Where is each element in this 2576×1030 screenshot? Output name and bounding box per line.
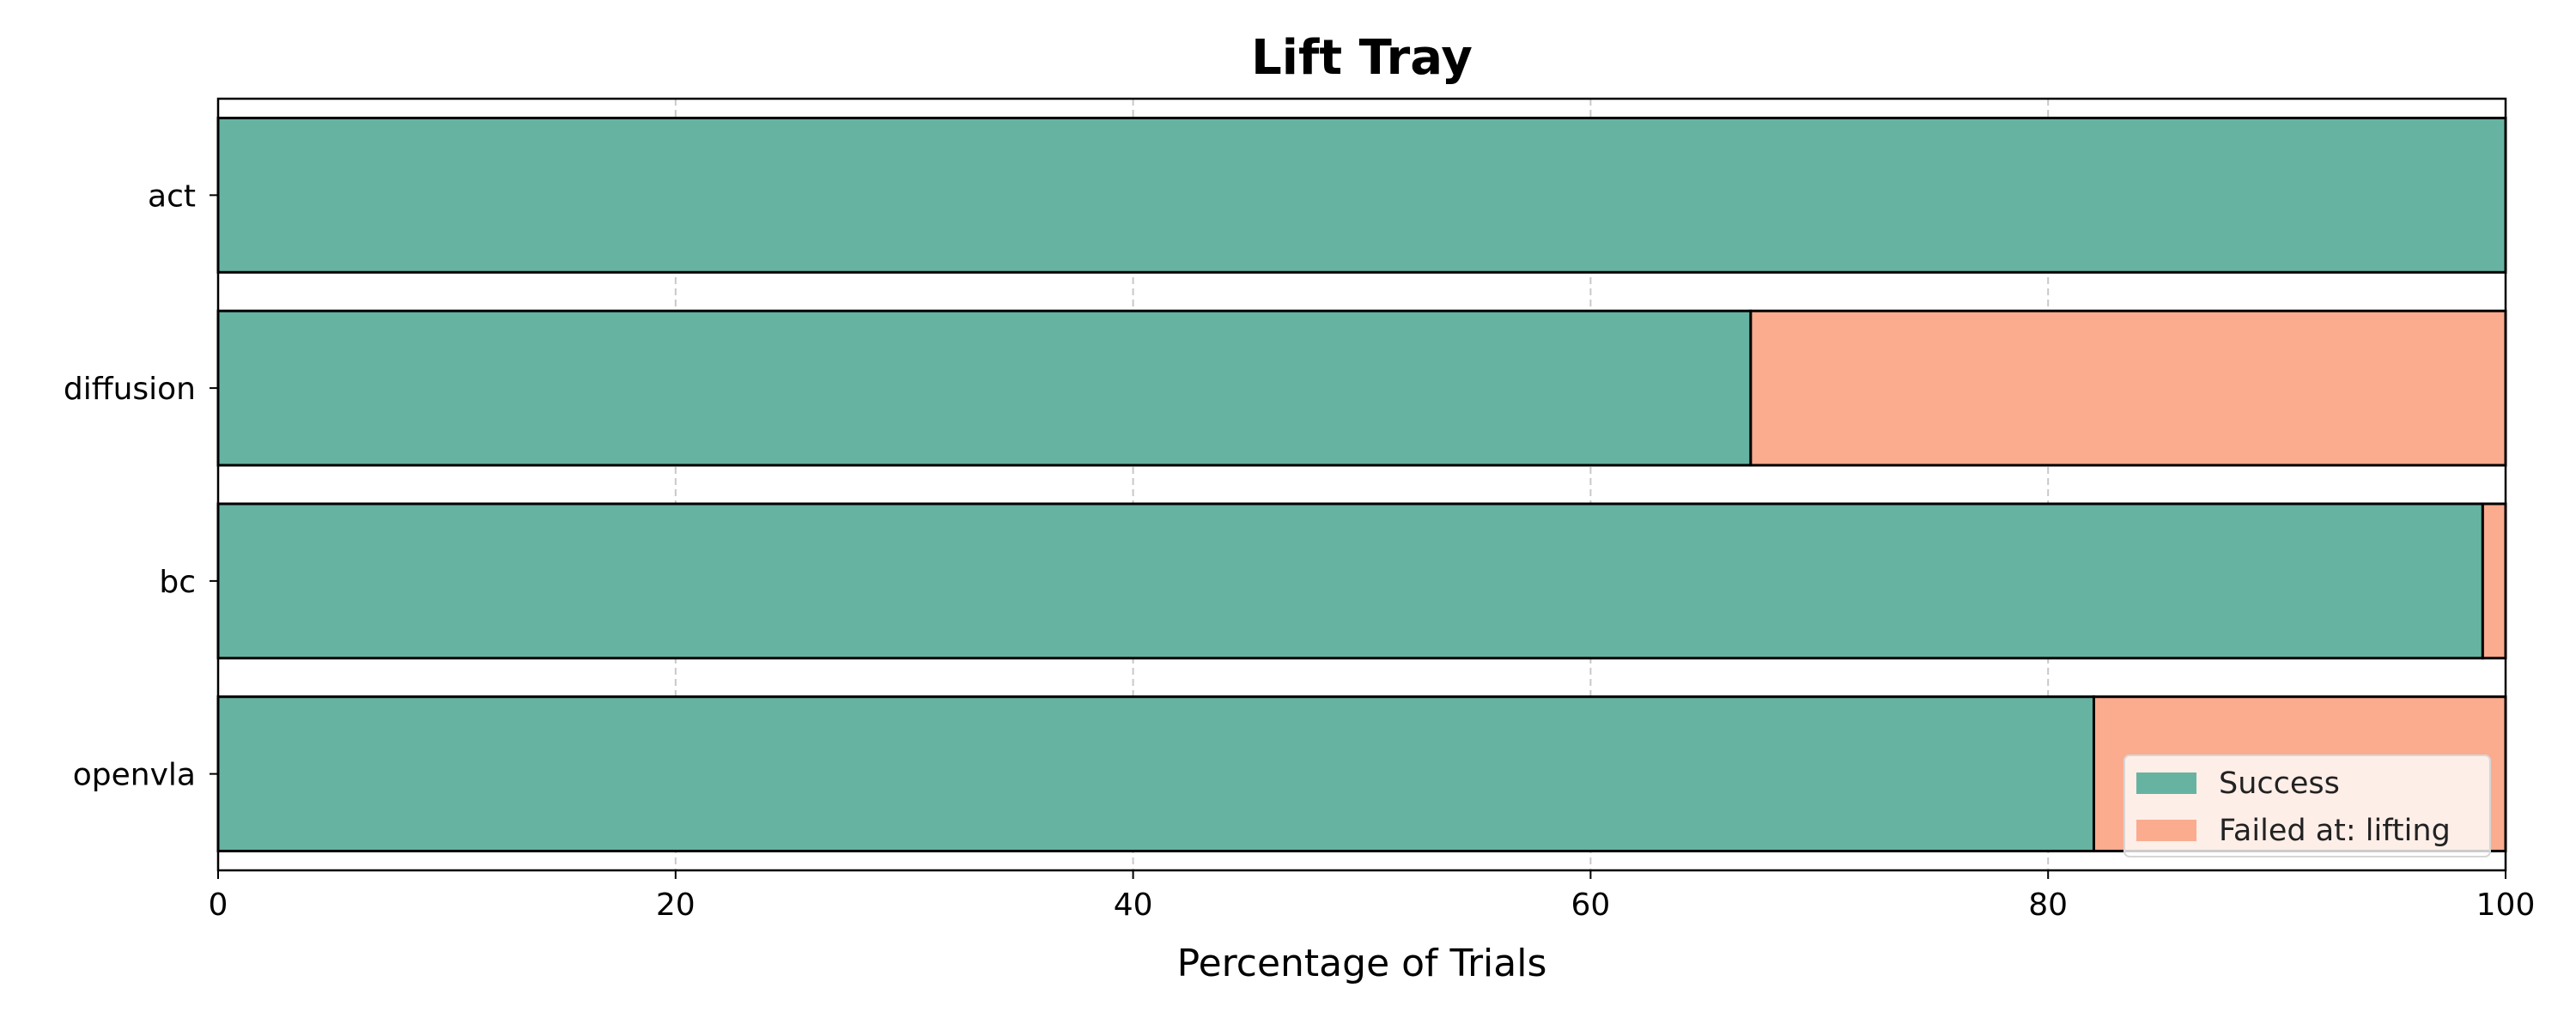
x-tick-label: 40	[1114, 888, 1153, 923]
legend-swatch	[2136, 820, 2196, 841]
chart-title: Lift Tray	[1251, 30, 1473, 86]
x-axis: 0 20 40 60 80 100	[209, 870, 2536, 923]
bar-diffusion-success	[216, 309, 1753, 467]
y-tick-label: diffusion	[64, 372, 196, 407]
y-tick-label: openvla	[73, 758, 196, 793]
x-tick-label: 20	[656, 888, 696, 923]
legend-swatch	[2136, 772, 2196, 794]
legend-box	[2123, 754, 2491, 857]
bar-bc-failed-at-lifting	[2481, 502, 2507, 660]
legend-label: Success	[2219, 766, 2340, 801]
bar-act-success	[216, 116, 2507, 274]
x-tick-label: 100	[2476, 888, 2536, 923]
bar-diffusion-failed-at-lifting	[1749, 309, 2507, 467]
legend: Success Failed at: lifting	[2123, 754, 2491, 857]
bars	[216, 116, 2507, 853]
x-axis-label: Percentage of Trials	[1177, 942, 1547, 985]
y-tick-label: act	[148, 179, 196, 214]
legend-label: Failed at: lifting	[2219, 814, 2451, 848]
y-axis: act diffusion bc openvla	[64, 179, 218, 793]
plot-frame	[216, 97, 2507, 872]
x-tick-label: 60	[1571, 888, 1610, 923]
bar-openvla-success	[216, 695, 2095, 853]
bar-bc-success	[216, 502, 2484, 660]
y-tick-label: bc	[159, 565, 196, 600]
x-tick-label: 0	[209, 888, 228, 923]
x-tick-label: 80	[2028, 888, 2068, 923]
